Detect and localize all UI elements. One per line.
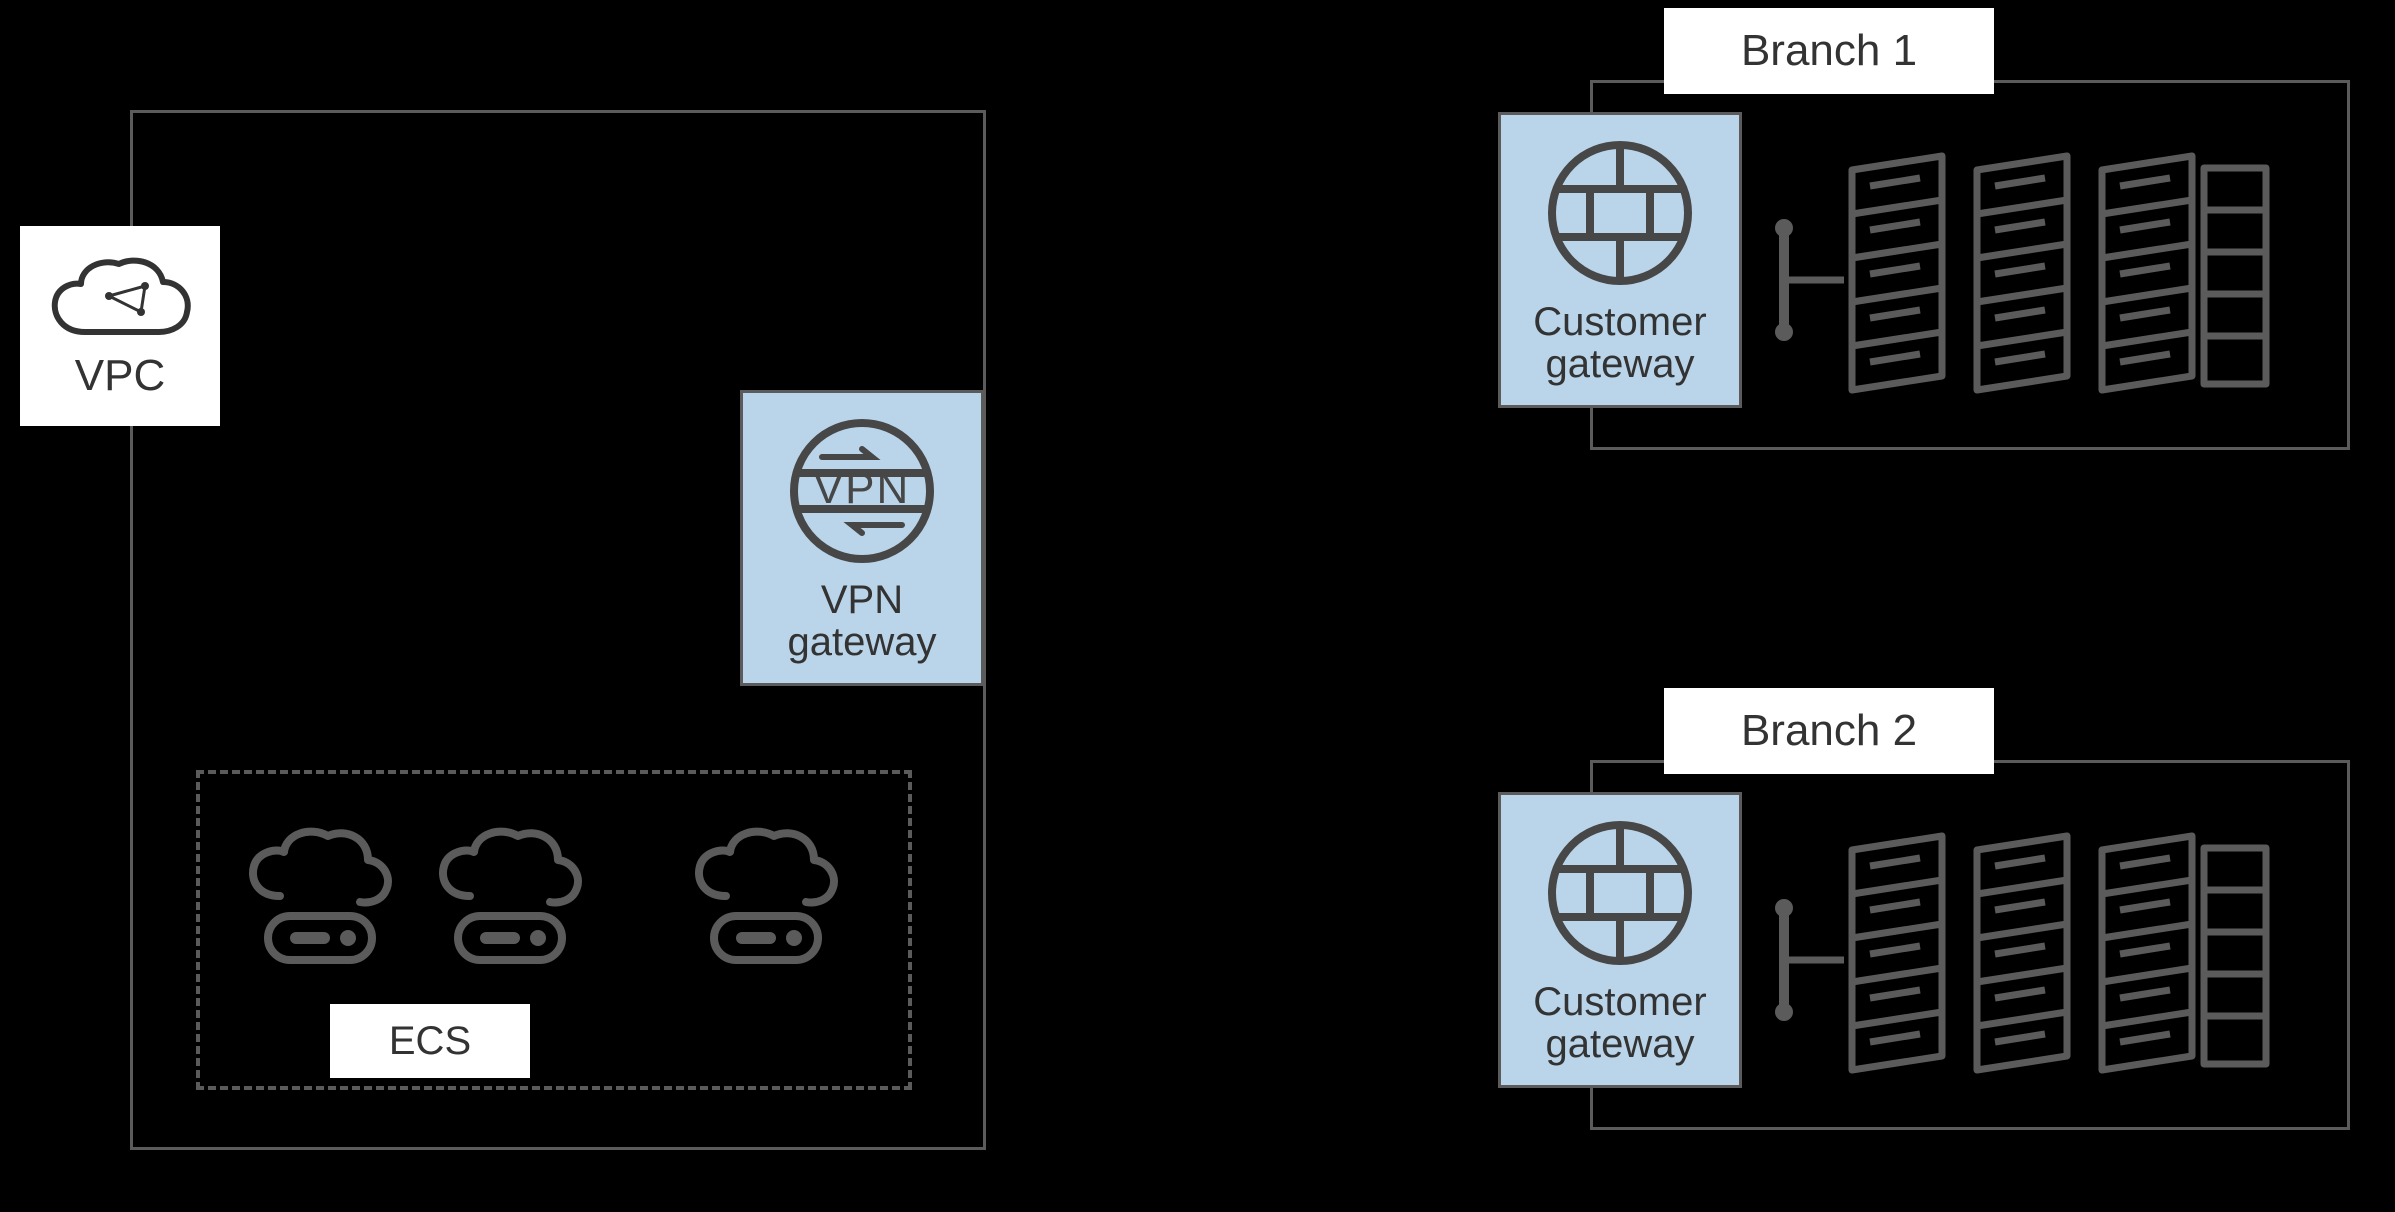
customer-gateway-1-node: Customer gateway	[1498, 112, 1742, 408]
svg-text:VPN: VPN	[814, 464, 910, 513]
firewall-icon	[1540, 133, 1700, 293]
server-rack-icon	[1772, 830, 2292, 1090]
ecs-instance-icon	[240, 820, 400, 980]
ecs-label-tile: ECS	[330, 1004, 530, 1078]
cloud-icon	[45, 252, 195, 352]
diagram-canvas: VPC VPN VPN gateway Customer gateway Cus…	[0, 0, 2395, 1212]
firewall-icon	[1540, 813, 1700, 973]
ecs-instance-icon	[686, 820, 846, 980]
customer-gateway-2-label: Customer gateway	[1533, 981, 1706, 1065]
vpn-gateway-icon: VPN	[782, 411, 942, 571]
branch1-title-text: Branch 1	[1741, 27, 1917, 75]
vpc-label-text: VPC	[75, 352, 165, 400]
branch2-title-tile: Branch 2	[1664, 688, 1994, 774]
ecs-label-text: ECS	[389, 1019, 471, 1063]
ecs-instance-icon	[430, 820, 590, 980]
customer-gateway-2-node: Customer gateway	[1498, 792, 1742, 1088]
vpn-gateway-label: VPN gateway	[788, 579, 937, 663]
vpn-gateway-node: VPN VPN gateway	[740, 390, 984, 686]
branch1-title-tile: Branch 1	[1664, 8, 1994, 94]
vpc-label-tile: VPC	[20, 226, 220, 426]
customer-gateway-1-label: Customer gateway	[1533, 301, 1706, 385]
server-rack-icon	[1772, 150, 2292, 410]
branch2-title-text: Branch 2	[1741, 707, 1917, 755]
